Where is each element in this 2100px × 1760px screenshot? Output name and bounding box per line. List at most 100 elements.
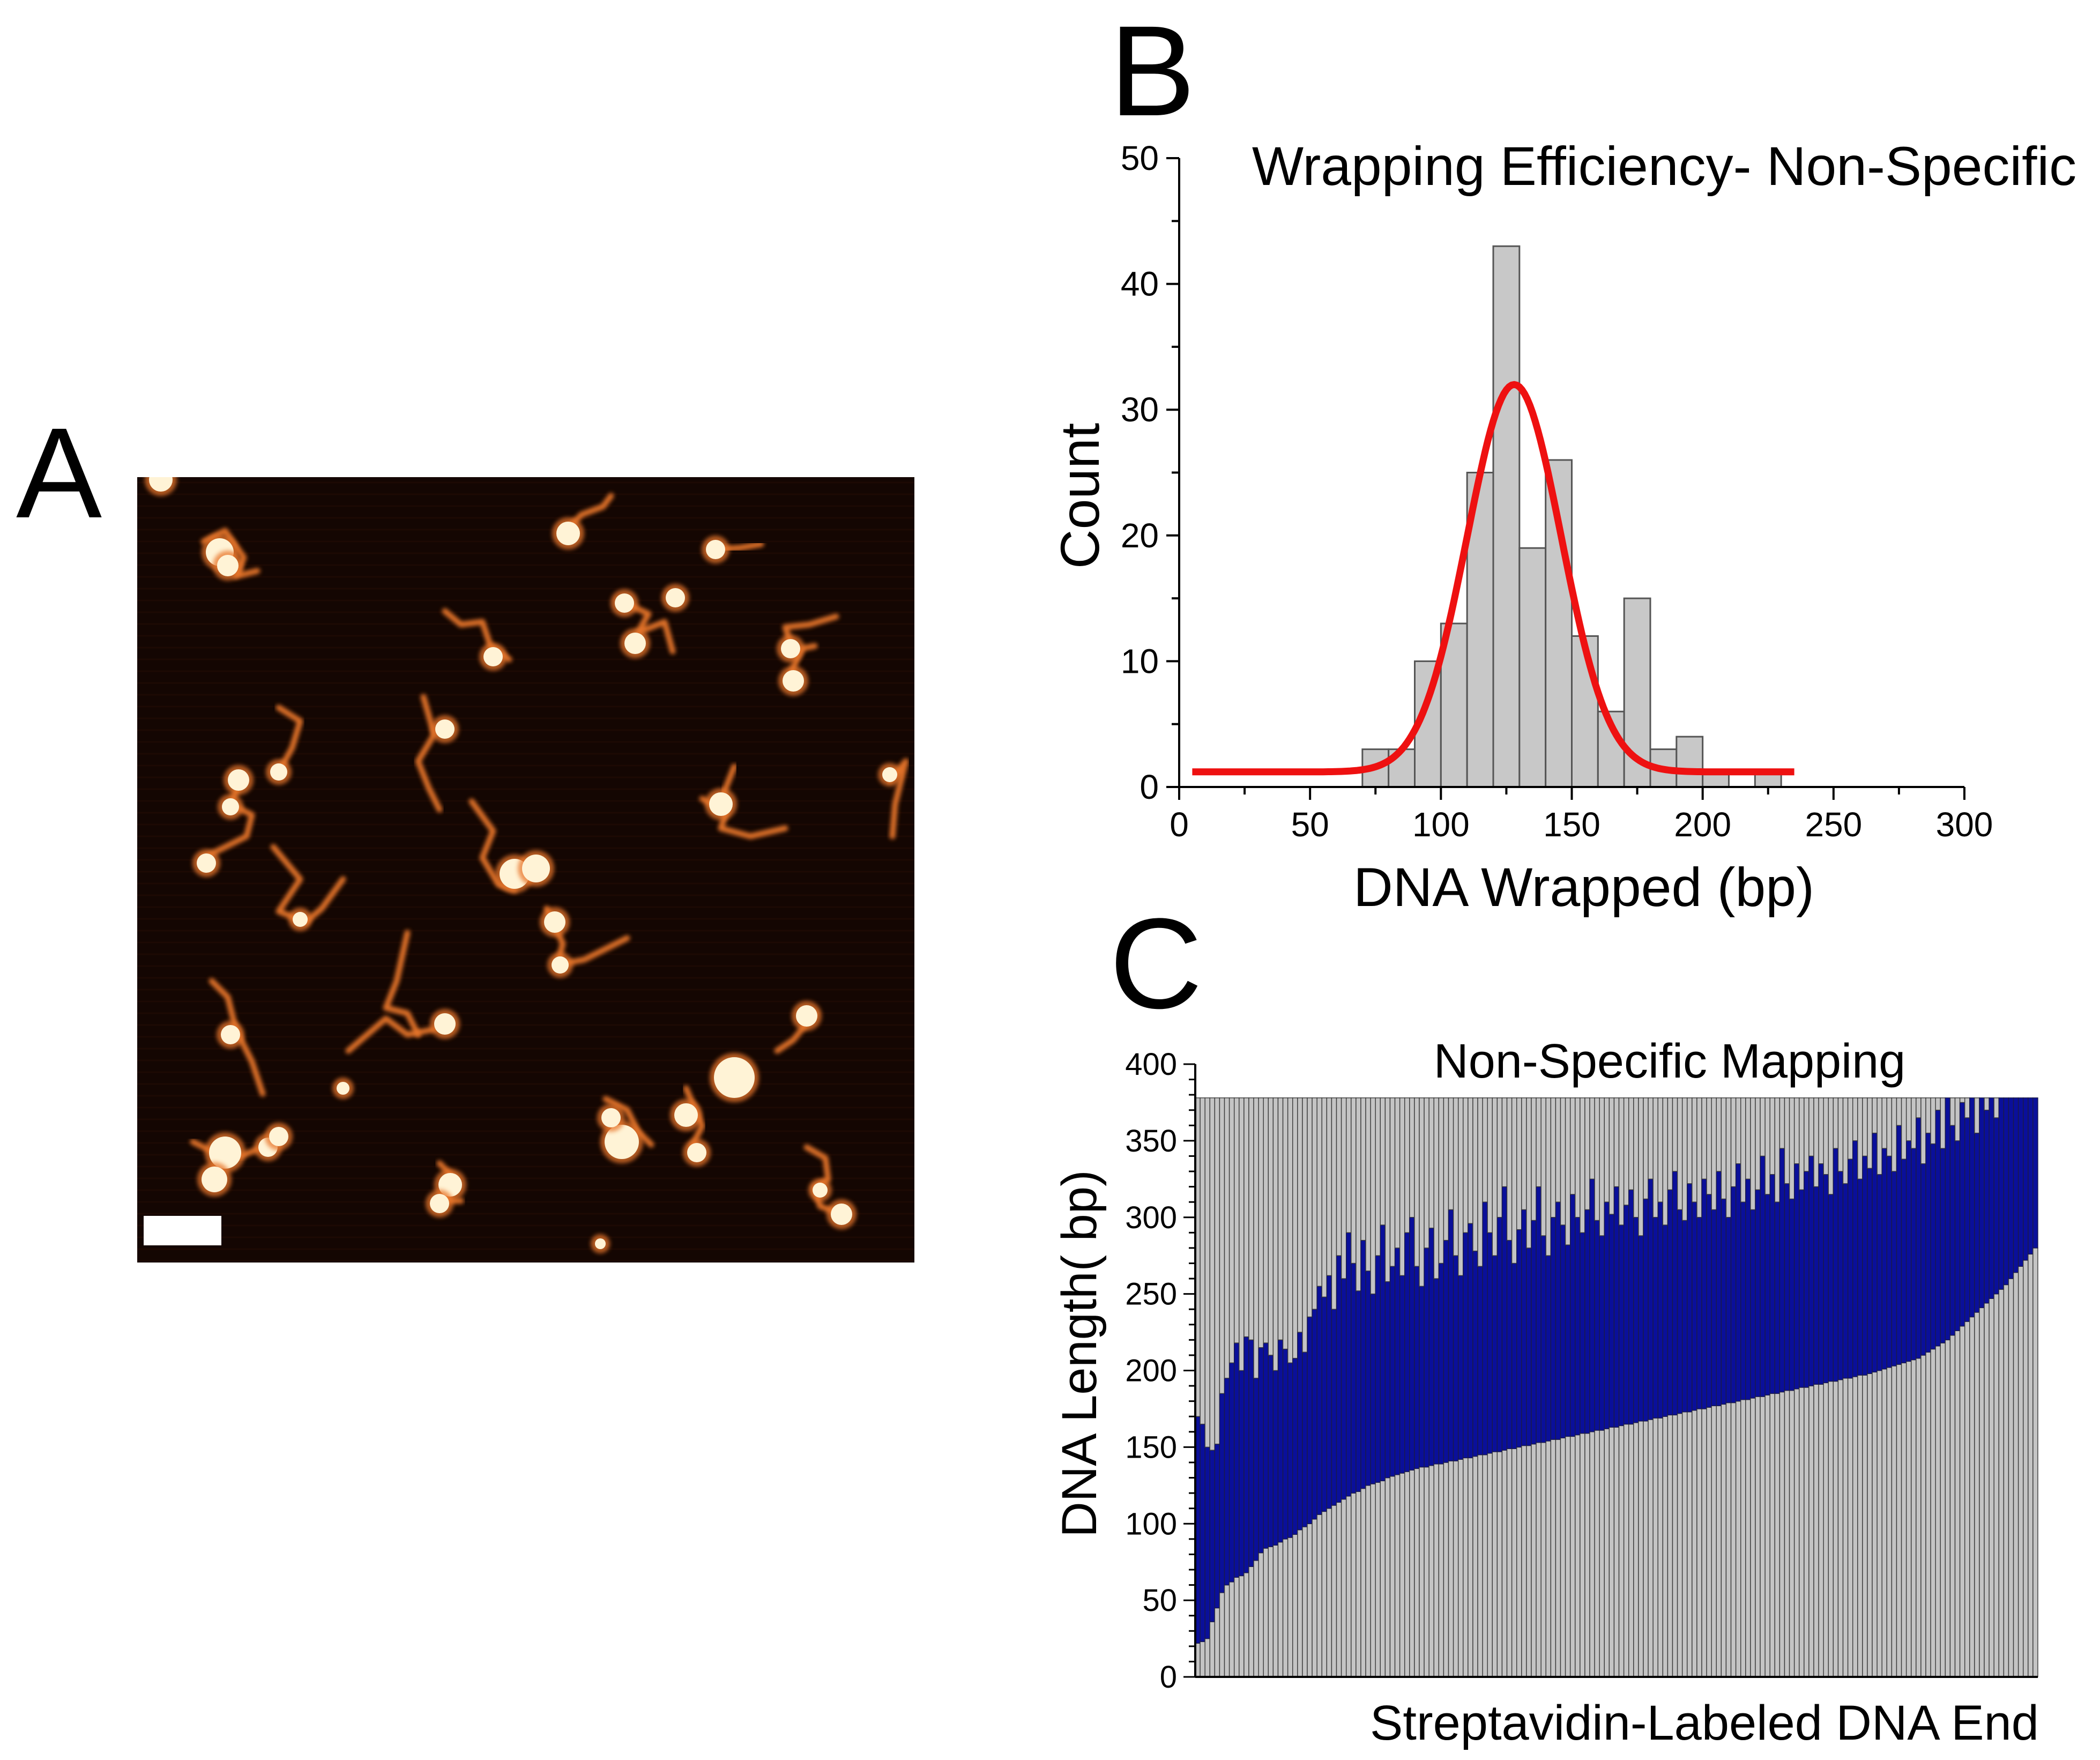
mapping-bar-wrapped — [1881, 1148, 1888, 1370]
mapping-bar-unwrapped-lower — [2013, 1272, 2019, 1677]
mapping-bar-unwrapped-lower — [1701, 1408, 1707, 1677]
mapping-bar-unwrapped-lower — [1760, 1396, 1766, 1677]
mapping-bar-wrapped — [1526, 1247, 1532, 1446]
mapping-bar-unwrapped-lower — [1389, 1475, 1396, 1677]
mapping-bar-unwrapped-lower — [1521, 1445, 1527, 1677]
mapping-bar-unwrapped-lower — [1677, 1413, 1683, 1677]
mapping-bar-unwrapped-upper — [1580, 1097, 1585, 1234]
mapping-bar-wrapped — [1604, 1201, 1610, 1429]
mapping-bar-wrapped — [1935, 1110, 1941, 1347]
mapping-bar-unwrapped-lower — [1618, 1425, 1625, 1677]
mapping-bar-unwrapped-lower — [1569, 1436, 1576, 1677]
mapping-bar-unwrapped-upper — [1419, 1097, 1425, 1287]
mapping-bar-wrapped — [1681, 1220, 1688, 1413]
mapping-bar-wrapped — [1608, 1214, 1615, 1428]
mapping-bar-wrapped — [1911, 1148, 1917, 1361]
afm-protein-particle — [270, 763, 287, 781]
mapping-bar-unwrapped-lower — [1993, 1293, 2000, 1677]
mapping-bar-unwrapped-lower — [1925, 1351, 1931, 1677]
mapping-bar-unwrapped-upper — [1852, 1097, 1858, 1141]
mapping-bar-wrapped — [1287, 1362, 1293, 1538]
mapping-bar-unwrapped-lower — [1384, 1477, 1391, 1677]
mapping-bar-unwrapped-lower — [1312, 1518, 1317, 1677]
mapping-bar-wrapped — [1468, 1223, 1473, 1459]
mapping-bar-unwrapped-lower — [1360, 1488, 1366, 1677]
mapping-bar-wrapped — [1784, 1183, 1790, 1391]
mapping-bar-unwrapped-lower — [1565, 1436, 1571, 1677]
afm-protein-particle — [601, 1108, 621, 1127]
mapping-bar-unwrapped-upper — [1565, 1097, 1571, 1245]
mapping-bar-wrapped — [1569, 1194, 1576, 1437]
mapping-bar-unwrapped-upper — [1813, 1097, 1819, 1187]
mapping-bar-unwrapped-upper — [1501, 1097, 1508, 1187]
mapping-bar-unwrapped-upper — [1506, 1097, 1513, 1241]
mapping-bar-unwrapped-upper — [1233, 1097, 1240, 1343]
mapping-bar-unwrapped-upper — [1920, 1097, 1926, 1164]
mapping-bar-wrapped — [1560, 1224, 1566, 1438]
mapping-bar-unwrapped-lower — [1735, 1400, 1741, 1677]
mapping-bar-unwrapped-lower — [1375, 1482, 1381, 1677]
mapping-bar-unwrapped-upper — [1687, 1097, 1693, 1184]
mapping-bar-unwrapped-upper — [1993, 1097, 2000, 1118]
mapping-bar-unwrapped-upper — [1784, 1097, 1790, 1184]
mapping-bar-unwrapped-upper — [1760, 1097, 1766, 1157]
mapping-bar-wrapped — [1496, 1217, 1503, 1452]
mapping-bar-wrapped — [1989, 1097, 1994, 1299]
mapping-bar-unwrapped-lower — [1545, 1440, 1552, 1677]
afm-dna-strand — [275, 704, 303, 775]
afm-protein-particle — [813, 1183, 828, 1198]
histogram-bar — [1518, 547, 1547, 788]
mapping-bar-unwrapped-lower — [1706, 1407, 1712, 1677]
mapping-bar-unwrapped-lower — [2017, 1266, 2024, 1677]
mapping-bar-wrapped — [1214, 1443, 1220, 1609]
panel-b-x-tick-label: 50 — [1291, 805, 1329, 844]
mapping-bar-wrapped — [1463, 1232, 1469, 1459]
mapping-bar-unwrapped-upper — [1837, 1097, 1844, 1172]
panel-b-y-axis-label: Count — [1049, 423, 1111, 569]
mapping-bar-unwrapped-lower — [1457, 1459, 1464, 1677]
mapping-bar-wrapped — [1905, 1140, 1912, 1362]
panel-b-y-tick-label: 50 — [1121, 139, 1159, 177]
mapping-bar-unwrapped-upper — [1881, 1097, 1888, 1149]
mapping-bar-unwrapped-lower — [1302, 1526, 1308, 1677]
panel-b-x-tick-label: 100 — [1412, 805, 1470, 844]
mapping-bar-unwrapped-lower — [1550, 1439, 1557, 1677]
mapping-bar-unwrapped-lower — [1623, 1423, 1629, 1677]
panel-b-x-tick-label: 200 — [1674, 805, 1731, 844]
mapping-bar-unwrapped-upper — [1239, 1097, 1245, 1371]
mapping-bar-unwrapped-lower — [1463, 1457, 1469, 1677]
mapping-bar-unwrapped-lower — [1604, 1428, 1610, 1677]
afm-protein-particle — [624, 633, 646, 654]
mapping-bar-unwrapped-upper — [1857, 1097, 1863, 1180]
mapping-bar-unwrapped-upper — [1526, 1097, 1532, 1249]
mapping-bar-unwrapped-upper — [1540, 1097, 1546, 1236]
mapping-bar-unwrapped-lower — [1575, 1434, 1581, 1677]
afm-protein-particle — [595, 1238, 606, 1249]
mapping-bar-unwrapped-lower — [1901, 1362, 1907, 1677]
mapping-bar-unwrapped-upper — [1351, 1097, 1357, 1264]
mapping-bar-unwrapped-upper — [1804, 1097, 1809, 1172]
mapping-bar-wrapped — [1233, 1342, 1240, 1578]
mapping-bar-wrapped — [1428, 1228, 1434, 1466]
mapping-bar-unwrapped-upper — [1384, 1097, 1391, 1282]
mapping-bar-unwrapped-upper — [1536, 1097, 1542, 1187]
mapping-bar-wrapped — [1872, 1132, 1878, 1373]
mapping-bar-unwrapped-lower — [2003, 1284, 2009, 1677]
mapping-bar-unwrapped-upper — [1487, 1097, 1493, 1234]
mapping-bar-wrapped — [1833, 1148, 1839, 1382]
mapping-bar-unwrapped-upper — [1268, 1097, 1274, 1356]
mapping-bar-unwrapped-upper — [1716, 1097, 1722, 1172]
mapping-bar-unwrapped-lower — [1336, 1502, 1342, 1677]
mapping-bar-unwrapped-upper — [1677, 1097, 1683, 1211]
mapping-bar-wrapped — [1580, 1232, 1585, 1434]
mapping-bar-unwrapped-upper — [1341, 1097, 1347, 1279]
mapping-bar-wrapped — [1799, 1189, 1805, 1388]
mapping-bar-unwrapped-upper — [1774, 1097, 1781, 1202]
mapping-bar-unwrapped-lower — [1920, 1355, 1926, 1677]
mapping-bar-unwrapped-lower — [1468, 1457, 1473, 1677]
mapping-bar-unwrapped-lower — [1272, 1544, 1279, 1677]
mapping-bar-unwrapped-lower — [1584, 1432, 1590, 1677]
mapping-bar-unwrapped-lower — [1287, 1537, 1293, 1677]
mapping-bar-unwrapped-upper — [1681, 1097, 1688, 1221]
afm-protein-particle — [709, 792, 733, 816]
